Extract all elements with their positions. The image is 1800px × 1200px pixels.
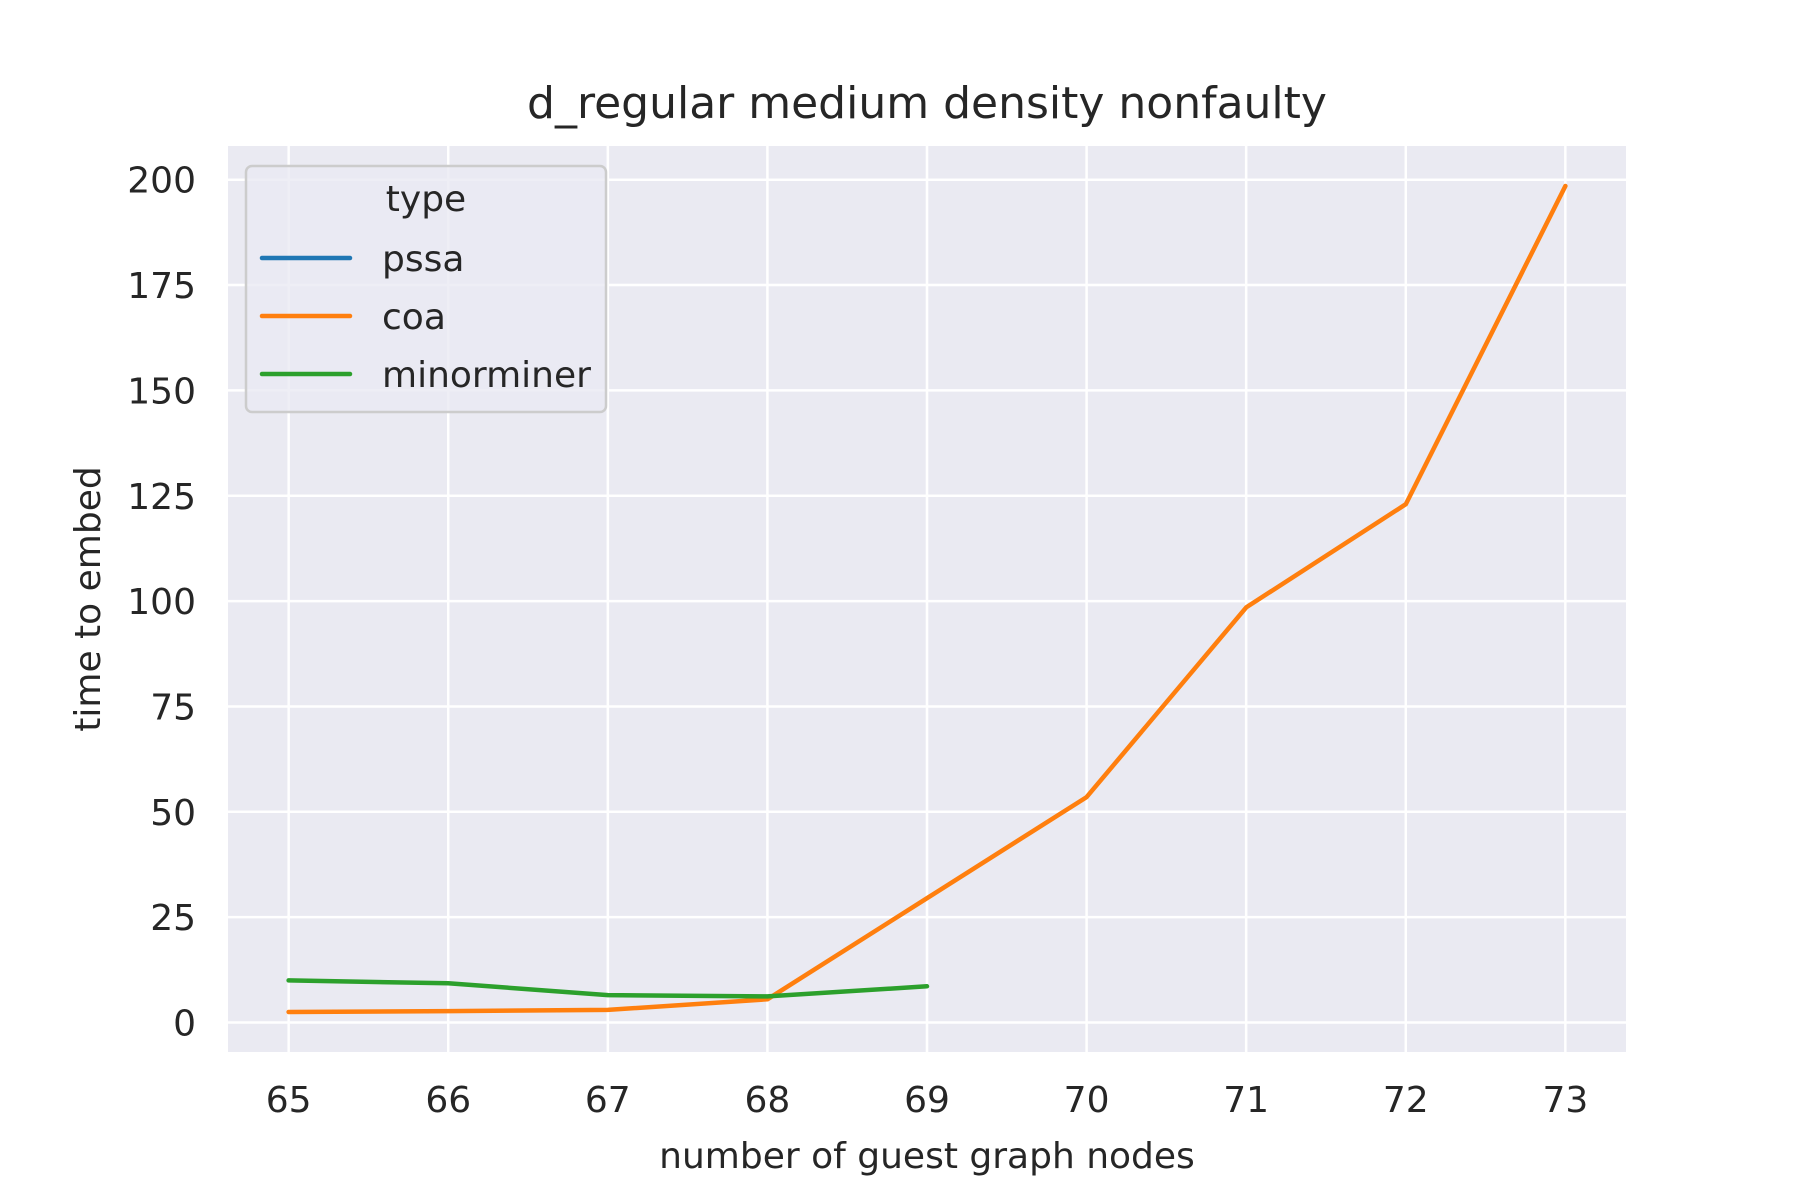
grid	[228, 146, 1626, 1052]
y-tick-label: 50	[150, 793, 196, 834]
y-tick-label: 175	[127, 266, 196, 307]
x-axis-label: number of guest graph nodes	[659, 1136, 1195, 1177]
y-tick-label: 100	[127, 582, 196, 623]
x-tick-label: 66	[425, 1080, 471, 1121]
legend-label-pssa: pssa	[382, 239, 464, 280]
y-tick-label: 25	[150, 898, 196, 939]
series-line-coa	[286, 183, 1568, 1015]
legend-title: type	[386, 179, 466, 220]
legend: type pssa coa minorminer	[244, 164, 608, 414]
legend-label-minorminer: minorminer	[382, 355, 591, 396]
legend-box	[244, 164, 608, 414]
chart-title: d_regular medium density nonfaulty	[527, 78, 1327, 129]
x-tick-label: 65	[266, 1080, 312, 1121]
series-layer	[286, 183, 1568, 1015]
x-tick-label: 70	[1064, 1080, 1110, 1121]
y-axis-label: time to embed	[68, 466, 109, 731]
x-tick-label: 68	[745, 1080, 791, 1121]
ticks: 65 66 67 68 69 70 71 72 73 0 25 50 75 100 125 150 175 200	[127, 161, 1588, 1121]
x-tick-label: 67	[585, 1080, 631, 1121]
x-tick-label: 71	[1223, 1080, 1269, 1121]
y-tick-label: 0	[173, 1004, 196, 1045]
y-tick-label: 75	[150, 687, 196, 728]
y-tick-label: 200	[127, 161, 196, 202]
x-tick-label: 69	[904, 1080, 950, 1121]
y-tick-label: 150	[127, 371, 196, 412]
legend-label-coa: coa	[382, 297, 446, 338]
x-tick-label: 73	[1542, 1080, 1588, 1121]
y-tick-label: 125	[127, 477, 196, 518]
x-tick-label: 72	[1383, 1080, 1429, 1121]
series-line-minorminer	[286, 978, 930, 999]
